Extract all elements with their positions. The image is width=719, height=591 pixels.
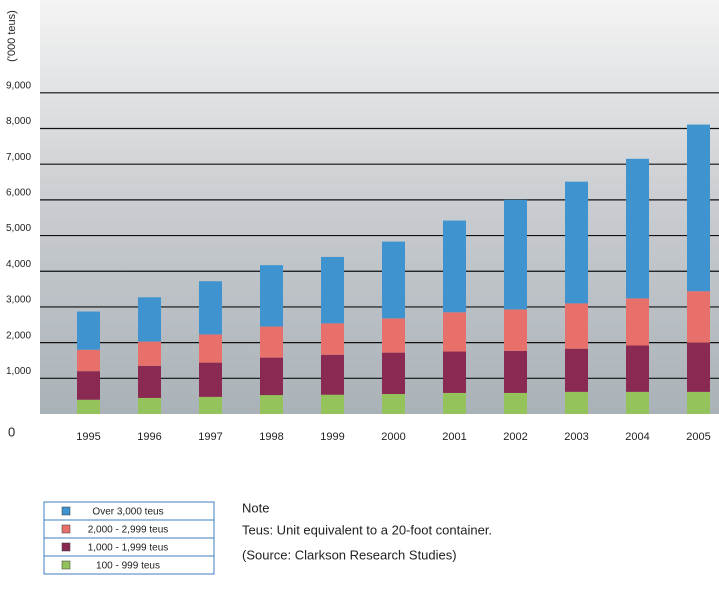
bar-segment	[138, 341, 161, 366]
bar-segment	[565, 303, 588, 349]
bar-segment	[687, 342, 710, 392]
legend-label: 2,000 - 2,999 teus	[88, 525, 169, 536]
legend-label: Over 3,000 teus	[92, 507, 163, 518]
bar-segment	[77, 311, 100, 350]
x-tick-label: 2002	[503, 431, 527, 443]
bar-segment	[626, 391, 649, 414]
y-axis-label: ('000 teus)	[6, 10, 18, 62]
bar-segment	[199, 362, 222, 397]
y-tick-label: 4,000	[6, 259, 31, 270]
bar-segment	[626, 345, 649, 392]
bar-segment	[443, 220, 466, 313]
bar-segment	[382, 241, 405, 319]
x-tick-label: 1998	[259, 431, 283, 443]
bar-segment	[260, 265, 283, 327]
bar-segment	[199, 396, 222, 414]
bar-segment	[77, 399, 100, 414]
bar-segment	[199, 334, 222, 363]
y-tick-label: 9,000	[6, 80, 31, 91]
x-tick-label: 2004	[625, 431, 649, 443]
bar-segment	[382, 352, 405, 395]
x-tick-label: 1997	[198, 431, 222, 443]
y-tick-label: 6,000	[6, 188, 31, 199]
bar-segment	[382, 318, 405, 353]
bar-segment	[321, 256, 344, 324]
y-tick-label: 3,000	[6, 295, 31, 306]
x-tick-label: 1996	[137, 431, 161, 443]
bar-segment	[321, 394, 344, 414]
bar-segment	[687, 391, 710, 414]
x-tick-label: 1999	[320, 431, 344, 443]
bar-segment	[260, 357, 283, 396]
x-tick-label: 1995	[76, 431, 100, 443]
bar-segment	[687, 124, 710, 292]
legend-label: 100 - 999 teus	[96, 561, 160, 572]
bar-segment	[687, 291, 710, 343]
bar-segment	[138, 397, 161, 414]
legend-swatch	[61, 542, 71, 552]
bar-segment	[565, 181, 588, 304]
source: (Source: Clarkson Research Studies)	[242, 547, 457, 562]
bar-segment	[77, 349, 100, 372]
note-title: Note	[242, 500, 269, 515]
y-tick-label: 1,000	[6, 366, 31, 377]
bar-segment	[504, 309, 527, 351]
bar-segment	[504, 199, 527, 310]
x-tick-label: 2005	[686, 431, 710, 443]
bar-segment	[443, 351, 466, 393]
bar-segment	[382, 394, 405, 414]
bar-segment	[626, 298, 649, 346]
legend-swatch	[61, 506, 71, 516]
bar-segment	[443, 312, 466, 352]
bar-segment	[321, 354, 344, 395]
legend: Over 3,000 teus 2,000 - 2,999 teus 1,000 -…	[43, 501, 215, 575]
y-tick-label: 0	[8, 424, 15, 439]
bar-segment	[199, 281, 222, 335]
bar-segment	[260, 326, 283, 358]
bar-segment	[504, 350, 527, 393]
y-tick-label: 5,000	[6, 223, 31, 234]
note: Teus: Unit equivalent to a 20-foot conta…	[242, 522, 492, 537]
bar-segment	[626, 158, 649, 299]
x-tick-label: 2000	[381, 431, 405, 443]
bar-segment	[443, 392, 466, 414]
bar-segment	[565, 348, 588, 392]
bar-segment	[565, 391, 588, 414]
legend-swatch	[61, 524, 71, 534]
bar-segment	[138, 365, 161, 398]
x-tick-label: 2001	[442, 431, 466, 443]
legend-label: 1,000 - 1,999 teus	[88, 543, 169, 554]
bar-segment	[260, 395, 283, 414]
y-tick-label: 8,000	[6, 116, 31, 127]
bar-segment	[321, 323, 344, 355]
bar-segment	[504, 392, 527, 414]
x-tick-label: 2003	[564, 431, 588, 443]
legend-swatch	[61, 560, 71, 570]
y-tick-label: 7,000	[6, 152, 31, 163]
bar-segment	[138, 297, 161, 342]
bar-segment	[77, 371, 100, 400]
y-tick-label: 2,000	[6, 330, 31, 341]
